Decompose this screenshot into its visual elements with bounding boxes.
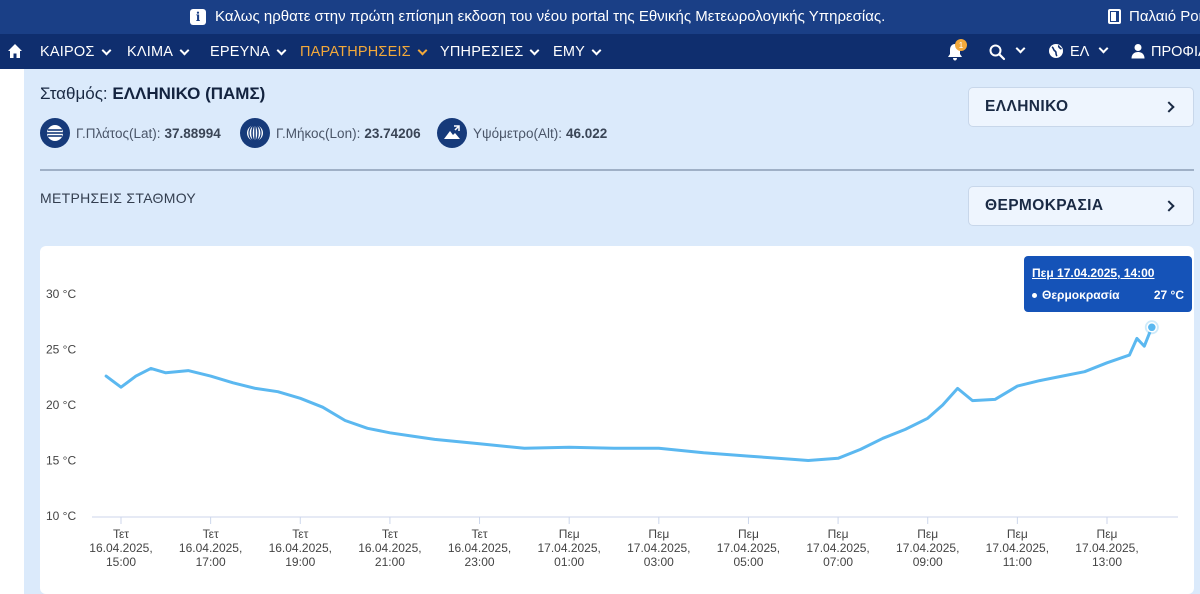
longitude-label: Γ.Μήκος(Lon): <box>276 125 361 141</box>
section-divider <box>40 169 1194 171</box>
x-tick-label: Τετ 16.04.2025, 21:00 <box>358 527 421 569</box>
latitude-value: 37.88994 <box>164 125 221 141</box>
x-tick-label: Πεμ 17.04.2025, 03:00 <box>627 527 690 569</box>
home-icon[interactable] <box>7 43 23 59</box>
banner-message: Καλως ηρθατε στην πρώτη επίσημη εκδοση τ… <box>215 8 886 25</box>
banner-message-container: i Καλως ηρθατε στην πρώτη επίσημη εκδοση… <box>190 8 885 25</box>
x-tick-label: Πεμ 17.04.2025, 05:00 <box>717 527 780 569</box>
language-selector[interactable]: ΕΛ <box>1070 44 1090 60</box>
tooltip-row: Θερμοκρασία 27 °C <box>1032 288 1184 302</box>
chevron-down-icon[interactable] <box>1015 43 1026 54</box>
nav-item-erevna[interactable]: ΕΡΕΥΝΑ <box>210 44 287 60</box>
tooltip-value: 27 °C <box>1153 288 1184 302</box>
chevron-down-icon[interactable] <box>1098 43 1109 54</box>
temperature-chart: 10 °C 15 °C 20 °C 25 °C 30 °C Τετ 16.04.2025, 1… <box>40 246 1194 594</box>
nav-item-klima[interactable]: ΚΛΙΜΑ <box>127 44 190 60</box>
station-select[interactable]: ΕΛΛΗΝΙΚΟ <box>968 87 1194 127</box>
longitude-info: Γ.Μήκος(Lon): 23.74206 <box>240 118 421 148</box>
chevron-down-icon <box>179 45 190 55</box>
nav-item-paratiriseis[interactable]: ΠΑΡΑΤΗΡΗΣΕΙΣ <box>300 44 428 60</box>
altitude-value: 46.022 <box>565 125 608 141</box>
latitude-info: Γ.Πλάτος(Lat): 37.88994 <box>40 118 221 148</box>
station-select-value: ΕΛΛΗΝΙΚΟ <box>985 98 1069 115</box>
x-tick-label: Πεμ 17.04.2025, 11:00 <box>986 527 1049 569</box>
chevron-down-icon <box>417 45 428 55</box>
chevron-down-icon <box>276 45 287 55</box>
nav-item-label: ΕΜΥ <box>553 44 586 60</box>
longitude-icon <box>240 118 270 148</box>
x-tick-label: Τετ 16.04.2025, 15:00 <box>89 527 152 569</box>
parameter-select-value: ΘΕΡΜΟΚΡΑΣΙΑ <box>985 197 1104 214</box>
globe-icon[interactable] <box>1048 43 1064 59</box>
hover-point[interactable] <box>1146 322 1158 333</box>
x-tick-label: Πεμ 17.04.2025, 01:00 <box>537 527 600 569</box>
chevron-right-icon <box>1163 200 1175 212</box>
altitude-info: Υψόμετρο(Alt): 46.022 <box>437 118 607 148</box>
profile-link[interactable]: ΠΡΟΦΙΛ <box>1151 44 1200 60</box>
chevron-down-icon <box>101 45 111 55</box>
y-tick-label: 10 °C <box>46 509 76 523</box>
old-portal-label: Παλαιό Portal <box>1129 8 1200 25</box>
y-tick-label: 15 °C <box>46 454 76 468</box>
info-icon: i <box>190 8 206 25</box>
latitude-icon <box>40 118 70 148</box>
mountain-icon <box>437 118 467 148</box>
door-exit-icon <box>1108 9 1121 24</box>
latitude-label: Γ.Πλάτος(Lat): <box>76 125 161 141</box>
nav-item-label: ΕΡΕΥΝΑ <box>210 44 271 60</box>
nav-item-label: ΠΑΡΑΤΗΡΗΣΕΙΣ <box>300 44 411 60</box>
main-navigation: ΚΑΙΡΟΣ ΚΛΙΜΑ ΕΡΕΥΝΑ ΠΑΡΑΤΗΡΗΣΕΙΣ ΥΠΗΡΕΣΙ… <box>0 34 1200 69</box>
x-tick-label: Πεμ 17.04.2025, 13:00 <box>1075 527 1138 569</box>
nav-item-label: ΚΛΙΜΑ <box>127 44 174 60</box>
nav-item-ypiresies[interactable]: ΥΠΗΡΕΣΙΕΣ <box>440 44 540 60</box>
chart-tooltip: Πεμ 17.04.2025, 14:00 Θερμοκρασία 27 °C <box>1024 256 1192 312</box>
announcement-banner: i Καλως ηρθατε στην πρώτη επίσημη εκδοση… <box>0 0 1200 34</box>
x-tick-label: Τετ 16.04.2025, 19:00 <box>269 527 332 569</box>
parameter-select[interactable]: ΘΕΡΜΟΚΡΑΣΙΑ <box>968 186 1194 226</box>
temperature-series-line <box>104 325 1154 462</box>
x-tick-label: Τετ 16.04.2025, 23:00 <box>448 527 511 569</box>
temperature-chart-svg: 10 °C 15 °C 20 °C 25 °C 30 °C Τετ 16.04.2025, 1… <box>46 287 1178 569</box>
tooltip-series-container: Θερμοκρασία <box>1032 288 1120 302</box>
y-tick-label: 20 °C <box>46 398 76 412</box>
x-tick-label: Πεμ 17.04.2025, 07:00 <box>806 527 869 569</box>
station-heading: Σταθμός: ΕΛΛΗΝΙΚΟ (ΠΑΜΣ) <box>40 84 265 104</box>
x-tick-label: Τετ 16.04.2025, 17:00 <box>179 527 242 569</box>
section-title: ΜΕΤΡΗΣΕΙΣ ΣΤΑΘΜΟΥ <box>40 190 197 206</box>
chevron-down-icon <box>529 45 540 55</box>
chevron-down-icon <box>591 45 602 55</box>
x-tick-label: Πεμ 17.04.2025, 09:00 <box>896 527 959 569</box>
series-dot-icon <box>1032 293 1037 299</box>
nav-item-label: ΥΠΗΡΕΣΙΕΣ <box>440 44 524 60</box>
nav-item-kairos[interactable]: ΚΑΙΡΟΣ <box>40 44 111 60</box>
left-side-stripe <box>0 69 24 594</box>
user-icon[interactable] <box>1131 43 1145 59</box>
tooltip-series: Θερμοκρασία <box>1042 288 1120 302</box>
y-tick-label: 30 °C <box>46 287 76 301</box>
search-icon[interactable] <box>988 43 1006 61</box>
y-tick-label: 25 °C <box>46 343 76 357</box>
station-name: ΕΛΛΗΝΙΚΟ (ΠΑΜΣ) <box>112 84 266 103</box>
nav-item-label: ΚΑΙΡΟΣ <box>40 44 95 60</box>
notification-badge: 1 <box>955 39 967 51</box>
nav-item-emy[interactable]: ΕΜΥ <box>553 44 602 60</box>
longitude-value: 23.74206 <box>364 125 421 141</box>
chevron-right-icon <box>1163 101 1175 113</box>
old-portal-link[interactable]: Παλαιό Portal <box>1108 8 1200 25</box>
tooltip-date: Πεμ 17.04.2025, 14:00 <box>1032 266 1155 280</box>
station-label: Σταθμός: <box>40 84 108 103</box>
altitude-label: Υψόμετρο(Alt): <box>473 125 562 141</box>
